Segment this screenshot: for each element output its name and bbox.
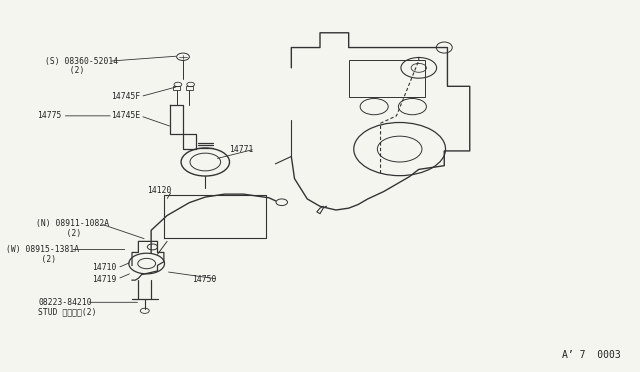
Text: 14745E: 14745E [111,111,140,121]
Text: 08223-84210: 08223-84210 [38,298,92,307]
Text: (N) 08911-1082A: (N) 08911-1082A [36,219,109,228]
Text: 14771: 14771 [230,145,254,154]
Text: 14710: 14710 [92,263,116,272]
Text: 14719: 14719 [92,275,116,283]
Text: 14120: 14120 [147,186,171,195]
Text: A’ 7  0003: A’ 7 0003 [562,350,621,360]
Text: (2): (2) [52,229,82,238]
Text: STUD スタッド(2): STUD スタッド(2) [38,307,97,316]
Text: 14750: 14750 [193,275,217,283]
Text: (2): (2) [60,66,84,75]
Text: 14745F: 14745F [111,92,140,101]
Text: 14775: 14775 [37,111,61,121]
Text: (S) 08360-52014: (S) 08360-52014 [45,57,118,66]
Text: (W) 08915-1381A: (W) 08915-1381A [6,245,79,254]
Text: (2): (2) [22,254,56,264]
